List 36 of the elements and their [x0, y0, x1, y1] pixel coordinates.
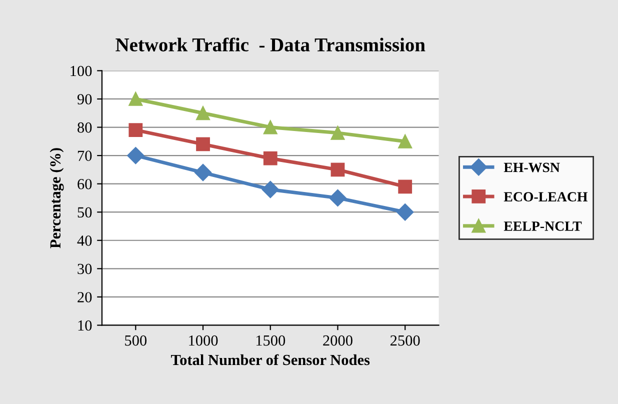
point: [396, 204, 414, 221]
x-axis-title: Total Number of Sensor Nodes: [171, 354, 370, 366]
y-tick-label: 100: [70, 66, 92, 76]
y-tick-label: 70: [78, 150, 92, 161]
x-tick-label: 2500: [390, 335, 420, 346]
y-tick-label: 20: [78, 292, 92, 302]
point: [128, 123, 143, 138]
y-tick-label: 80: [78, 122, 92, 133]
chart-title: Network Traffic - Data Transmission: [116, 38, 426, 52]
point: [127, 146, 144, 164]
point: [262, 180, 279, 198]
y-tick-label: 10: [78, 320, 92, 331]
point: [330, 126, 345, 140]
y-tick-label: 40: [77, 236, 92, 246]
point: [194, 164, 212, 182]
x-tick-label: 1500: [256, 335, 286, 346]
point: [398, 134, 412, 148]
legend-label: EH-WSN: [504, 162, 560, 172]
point: [330, 162, 345, 177]
y-tick-label: 30: [78, 264, 92, 274]
point: [329, 189, 346, 207]
point: [263, 151, 278, 166]
point: [196, 137, 210, 152]
y-tick-label: 90: [77, 94, 92, 104]
y-axis-title: Percentage (%): [50, 148, 64, 248]
y-tick-label: 60: [78, 178, 92, 190]
point: [128, 92, 143, 106]
point: [263, 120, 278, 134]
point: [398, 180, 412, 194]
x-tick-label: 2000: [323, 335, 352, 346]
x-tick-label: 1000: [189, 335, 218, 346]
legend-label: EELP-NCLT: [504, 221, 582, 231]
x-tick-label: 500: [125, 335, 147, 346]
y-tick-label: 50: [78, 207, 92, 218]
point: [196, 106, 210, 120]
legend-label: ECO-LEACH: [504, 192, 588, 202]
